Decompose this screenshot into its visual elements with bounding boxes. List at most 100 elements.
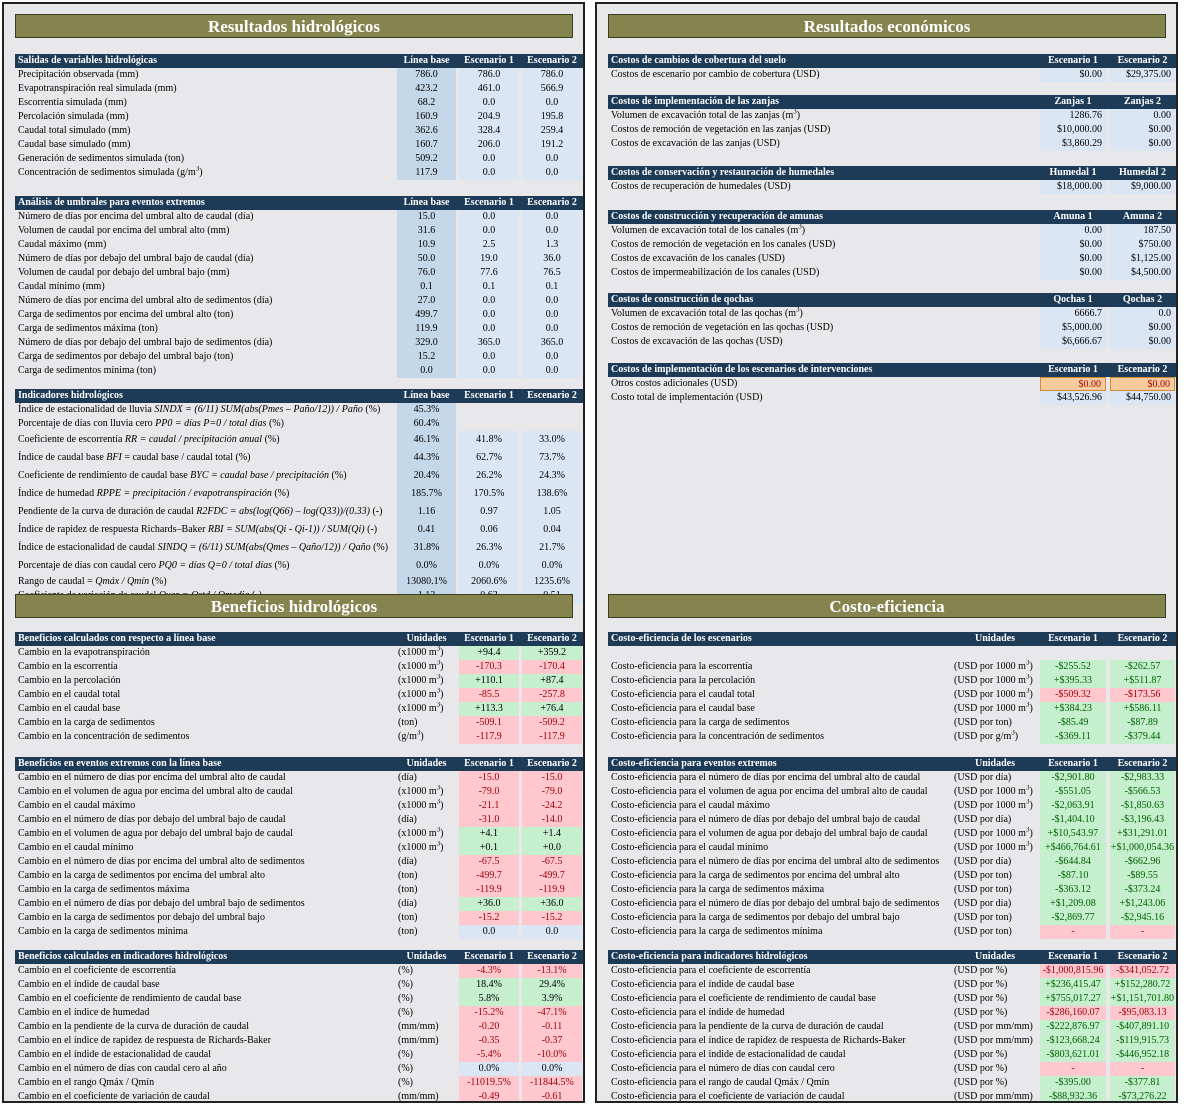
value-cell: -14.0 [522,813,582,827]
value-cell: +$236,415.47 [1040,978,1106,992]
value-cell: -$551.05 [1040,785,1106,799]
value-cell: +94.4 [459,646,519,660]
value-cell: 1.3 [522,238,582,252]
unit-cell: (USD por ton) [954,912,1012,923]
row-label: Porcentaje de días con caudal cero PQ0 =… [18,560,290,571]
value-cell: 0.0 [459,224,519,238]
unit-cell: (USD por %) [954,1049,1008,1060]
unit-cell: (x1000 m3) [398,799,444,811]
table-row: Volumen de excavación total de los canal… [608,224,1176,238]
table-header-row: Salidas de variables hidrológicas Línea b… [15,54,583,68]
hydrology-panel: Resultados hidrológicos Salidas de varia… [2,2,585,1103]
unit-cell: (USD por ton) [954,926,1012,937]
value-cell: 29.4% [522,978,582,992]
table-row: Cambio en el caudal mínimo (x1000 m3) +0.1… [15,841,583,855]
value-cell: 62.7% [459,449,519,467]
table-header-row: Costos de construcción y recuperación de… [608,210,1176,224]
value-cell: -0.11 [522,1020,582,1034]
row-label: Costo-eficiencia para la concentración d… [611,731,824,742]
column-header: Escenario 2 [1117,633,1168,644]
value-cell: +$586.11 [1110,702,1175,716]
row-label: Cambio en el caudal máximo [18,800,136,811]
value-cell: $0.00 [1040,68,1106,82]
row-label: Caudal mínimo (mm) [18,281,105,292]
row-label: Costo-eficiencia para el número de días … [611,814,921,825]
value-cell: 0.0 [522,166,582,180]
table-row: Costo-eficiencia para la carga de sedime… [608,883,1176,897]
table-row: Costo-eficiencia para la pendiente de la… [608,1020,1176,1034]
value-cell: -11019.5% [459,1076,519,1090]
value-cell: -$363.12 [1040,883,1106,897]
column-header: Línea base [403,55,450,66]
value-cell: 27.0 [397,294,456,308]
value-cell: $0.00 [1110,123,1175,137]
value-cell: 160.7 [397,138,456,152]
baseline-benefits-table: Beneficios calculados con respecto a lín… [15,632,583,744]
table-row: Otros costos adicionales (USD) $0.00 $0.00 [608,377,1176,391]
unit-cell: (USD por día) [954,898,1012,909]
row-label: Costo-eficiencia para la carga de sedime… [611,884,825,895]
row-label: Coeficiente de rendimiento de caudal bas… [18,470,347,481]
value-cell: 0.00 [1110,109,1175,123]
table-row: Costo-eficiencia para el número de días … [608,1062,1176,1076]
table-row: Número de días por encima del umbral alt… [15,294,583,308]
value-cell: $750.00 [1110,238,1175,252]
value-cell: 259.4 [522,124,582,138]
value-cell: -$255.52 [1040,660,1106,674]
value-cell: +36.0 [459,897,519,911]
row-label: Cambio en la carga de sedimentos [18,717,155,728]
row-label: Costo-eficiencia para el número de días … [611,898,940,909]
column-header: Unidades [406,951,447,962]
table-row: Costo-eficiencia para el número de días … [608,897,1176,911]
value-cell: +$152,280.72 [1110,978,1175,992]
value-cell: 31.8% [397,539,456,557]
value-cell: 786.0 [397,68,456,82]
column-header: Escenario 2 [527,633,577,644]
value-cell: $44,750.00 [1110,391,1175,405]
row-label: Caudal total simulado (mm) [18,125,131,136]
value-cell: -15.2% [459,1006,519,1020]
section-title: Costos de construcción y recuperación de… [611,211,824,222]
table-row: Porcentaje de días con lluvia cero PP0 =… [15,417,583,431]
value-cell: -$395.00 [1040,1076,1106,1090]
value-cell: 0.1 [459,280,519,294]
value-cell: 15.2 [397,350,456,364]
column-header: Escenario 1 [464,55,514,66]
value-cell: 24.3% [522,467,582,485]
value-cell: 0.1 [522,280,582,294]
table-row: Caudal total simulado (mm) 362.6 328.4 259.… [15,124,583,138]
value-cell: +$1,243.06 [1110,897,1175,911]
value-cell: $5,000.00 [1040,321,1106,335]
column-header: Escenario 2 [527,951,577,962]
row-label: Costos de excavación de los canales (USD… [611,253,785,264]
column-header: Escenario 2 [527,390,577,401]
unit-cell: (día) [398,772,417,783]
value-cell: 0.0 [459,322,519,336]
value-cell: 0.0% [459,557,519,575]
table-row: Cambio en el número de días por encima d… [15,771,583,785]
column-header: Amuna 1 [1053,211,1093,222]
value-cell [459,403,519,417]
value-cell: $0.00 [1040,238,1106,252]
value-cell: 206.0 [459,138,519,152]
value-cell: -0.61 [522,1090,582,1101]
value-cell: 18.4% [459,978,519,992]
value-cell: 786.0 [522,68,582,82]
column-header: Línea base [403,390,450,401]
value-cell: 160.9 [397,110,456,124]
row-label: Costo-eficiencia para el volumen de agua… [611,828,928,839]
row-label: Cambio en el rango Qmáx / Qmín [18,1077,155,1088]
unit-cell: (USD por 1000 m3) [954,827,1033,839]
value-cell: 46.1% [397,431,456,449]
column-header: Escenario 2 [527,758,577,769]
table-row: Costo-eficiencia para el índice de rapid… [608,1034,1176,1048]
row-label: Caudal base simulado (mm) [18,139,131,150]
table-row: Costo-eficiencia para el coeficiente de … [608,992,1176,1006]
table-row: Volumen de excavación total de las qocha… [608,307,1176,321]
value-cell: 50.0 [397,252,456,266]
value-cell: -24.2 [522,799,582,813]
value-cell: -0.49 [459,1090,519,1101]
value-cell: 73.7% [522,449,582,467]
row-label: Cambio en la carga de sedimentos mínima [18,926,188,937]
unit-cell: (USD por mm/mm) [954,1021,1033,1032]
